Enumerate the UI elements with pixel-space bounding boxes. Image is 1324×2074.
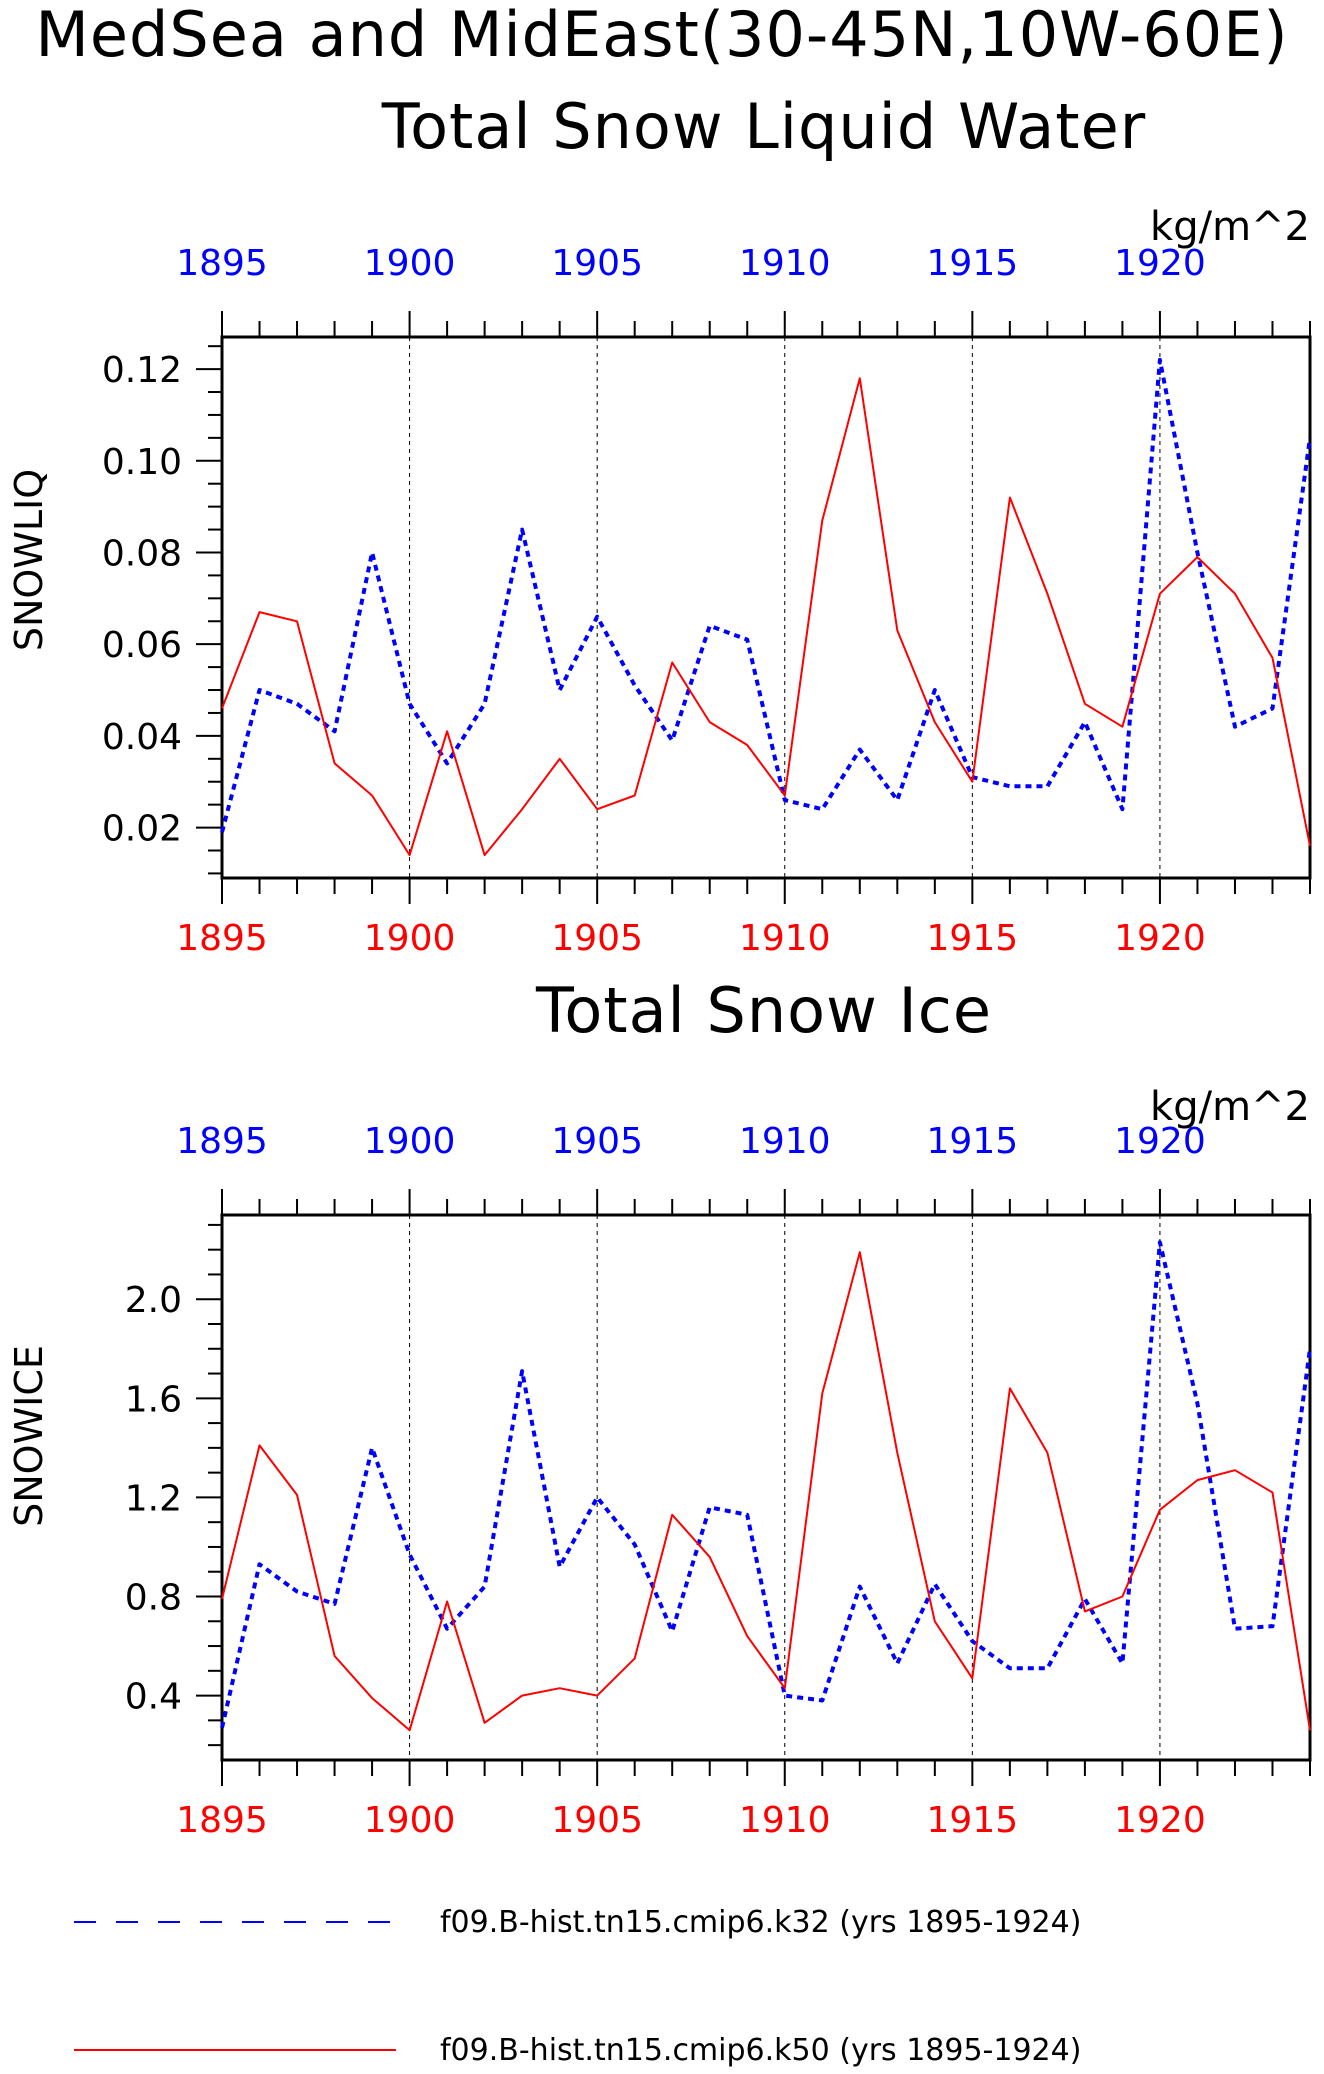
y-tick-label: 0.02 [102,809,182,850]
x-tick-label-bottom: 1920 [1114,918,1206,959]
x-tick-label-bottom: 1915 [927,1800,1019,1841]
legend-entry-k32: f09.B-hist.tn15.cmip6.k32 (yrs 1895-1924… [74,1905,1081,1940]
y-tick-label: 0.4 [125,1677,182,1718]
x-tick-label-top: 1915 [927,243,1019,284]
y-tick-label: 1.6 [125,1379,182,1420]
y-axis-label-snowliq: SNOWLIQ [7,469,51,651]
panel-title-snowice: Total Snow Ice [535,974,992,1047]
x-tick-label-bottom: 1895 [176,1800,268,1841]
series-line-k32 [220,357,1312,833]
x-tick-label-top: 1900 [364,243,456,284]
legend-entry-k50: f09.B-hist.tn15.cmip6.k50 (yrs 1895-1924… [74,2033,1081,2068]
x-tick-label-top: 1910 [739,243,831,284]
x-tick-label-bottom: 1905 [551,918,643,959]
series-line-k50 [221,1251,1311,1732]
y-tick-label: 0.08 [102,533,182,574]
x-tick-label-bottom: 1920 [1114,1800,1206,1841]
x-tick-label-top: 1905 [551,243,643,284]
legend: f09.B-hist.tn15.cmip6.k32 (yrs 1895-1924… [74,1905,1081,2068]
unit-label-snowliq: kg/m^2 [1150,204,1310,250]
x-tick-label-top: 1895 [176,1121,268,1162]
panel-snowice: Total Snow Ice kg/m^2 SNOWICE 1895 1900 19… [7,974,1312,1841]
x-tick-label-top: 1905 [551,1121,643,1162]
plot-frame-snowliq [220,335,1312,880]
x-tick-label-bottom: 1900 [364,918,456,959]
x-tick-label-bottom: 1910 [739,1800,831,1841]
series-line-k32 [220,1240,1312,1729]
y-tick-label: 0.06 [102,625,182,666]
y-tick-label: 0.12 [102,350,182,391]
figure-title: MedSea and MidEast(30-45N,10W-60E) [35,0,1288,71]
panel-title-snowliq: Total Snow Liquid Water [381,90,1147,163]
y-tick-label: 2.0 [125,1280,182,1321]
x-tick-label-bottom: 1915 [927,918,1019,959]
y-tick-label: 1.2 [125,1478,182,1519]
x-tick-label-bottom: 1900 [364,1800,456,1841]
x-tick-label-top: 1895 [176,243,268,284]
legend-label-k32: f09.B-hist.tn15.cmip6.k32 (yrs 1895-1924… [440,1905,1081,1940]
x-tick-label-top: 1920 [1114,243,1206,284]
y-tick-label: 0.04 [102,717,182,758]
y-tick-label: 0.10 [102,442,182,483]
x-tick-label-bottom: 1910 [739,918,831,959]
plot-frame-snowice [220,1213,1312,1762]
x-tick-label-top: 1900 [364,1121,456,1162]
x-tick-label-bottom: 1895 [176,918,268,959]
x-tick-label-bottom: 1905 [551,1800,643,1841]
y-axis-label-snowice: SNOWICE [7,1345,51,1527]
x-tick-label-top: 1915 [927,1121,1019,1162]
legend-label-k50: f09.B-hist.tn15.cmip6.k50 (yrs 1895-1924… [440,2033,1081,2068]
panel-snowliq: Total Snow Liquid Water kg/m^2 SNOWLIQ 1… [7,90,1312,959]
x-tick-label-top: 1910 [739,1121,831,1162]
unit-label-snowice: kg/m^2 [1150,1084,1310,1130]
y-tick-label: 0.8 [125,1578,182,1619]
x-tick-label-top: 1920 [1114,1121,1206,1162]
series-line-k50 [221,377,1311,857]
